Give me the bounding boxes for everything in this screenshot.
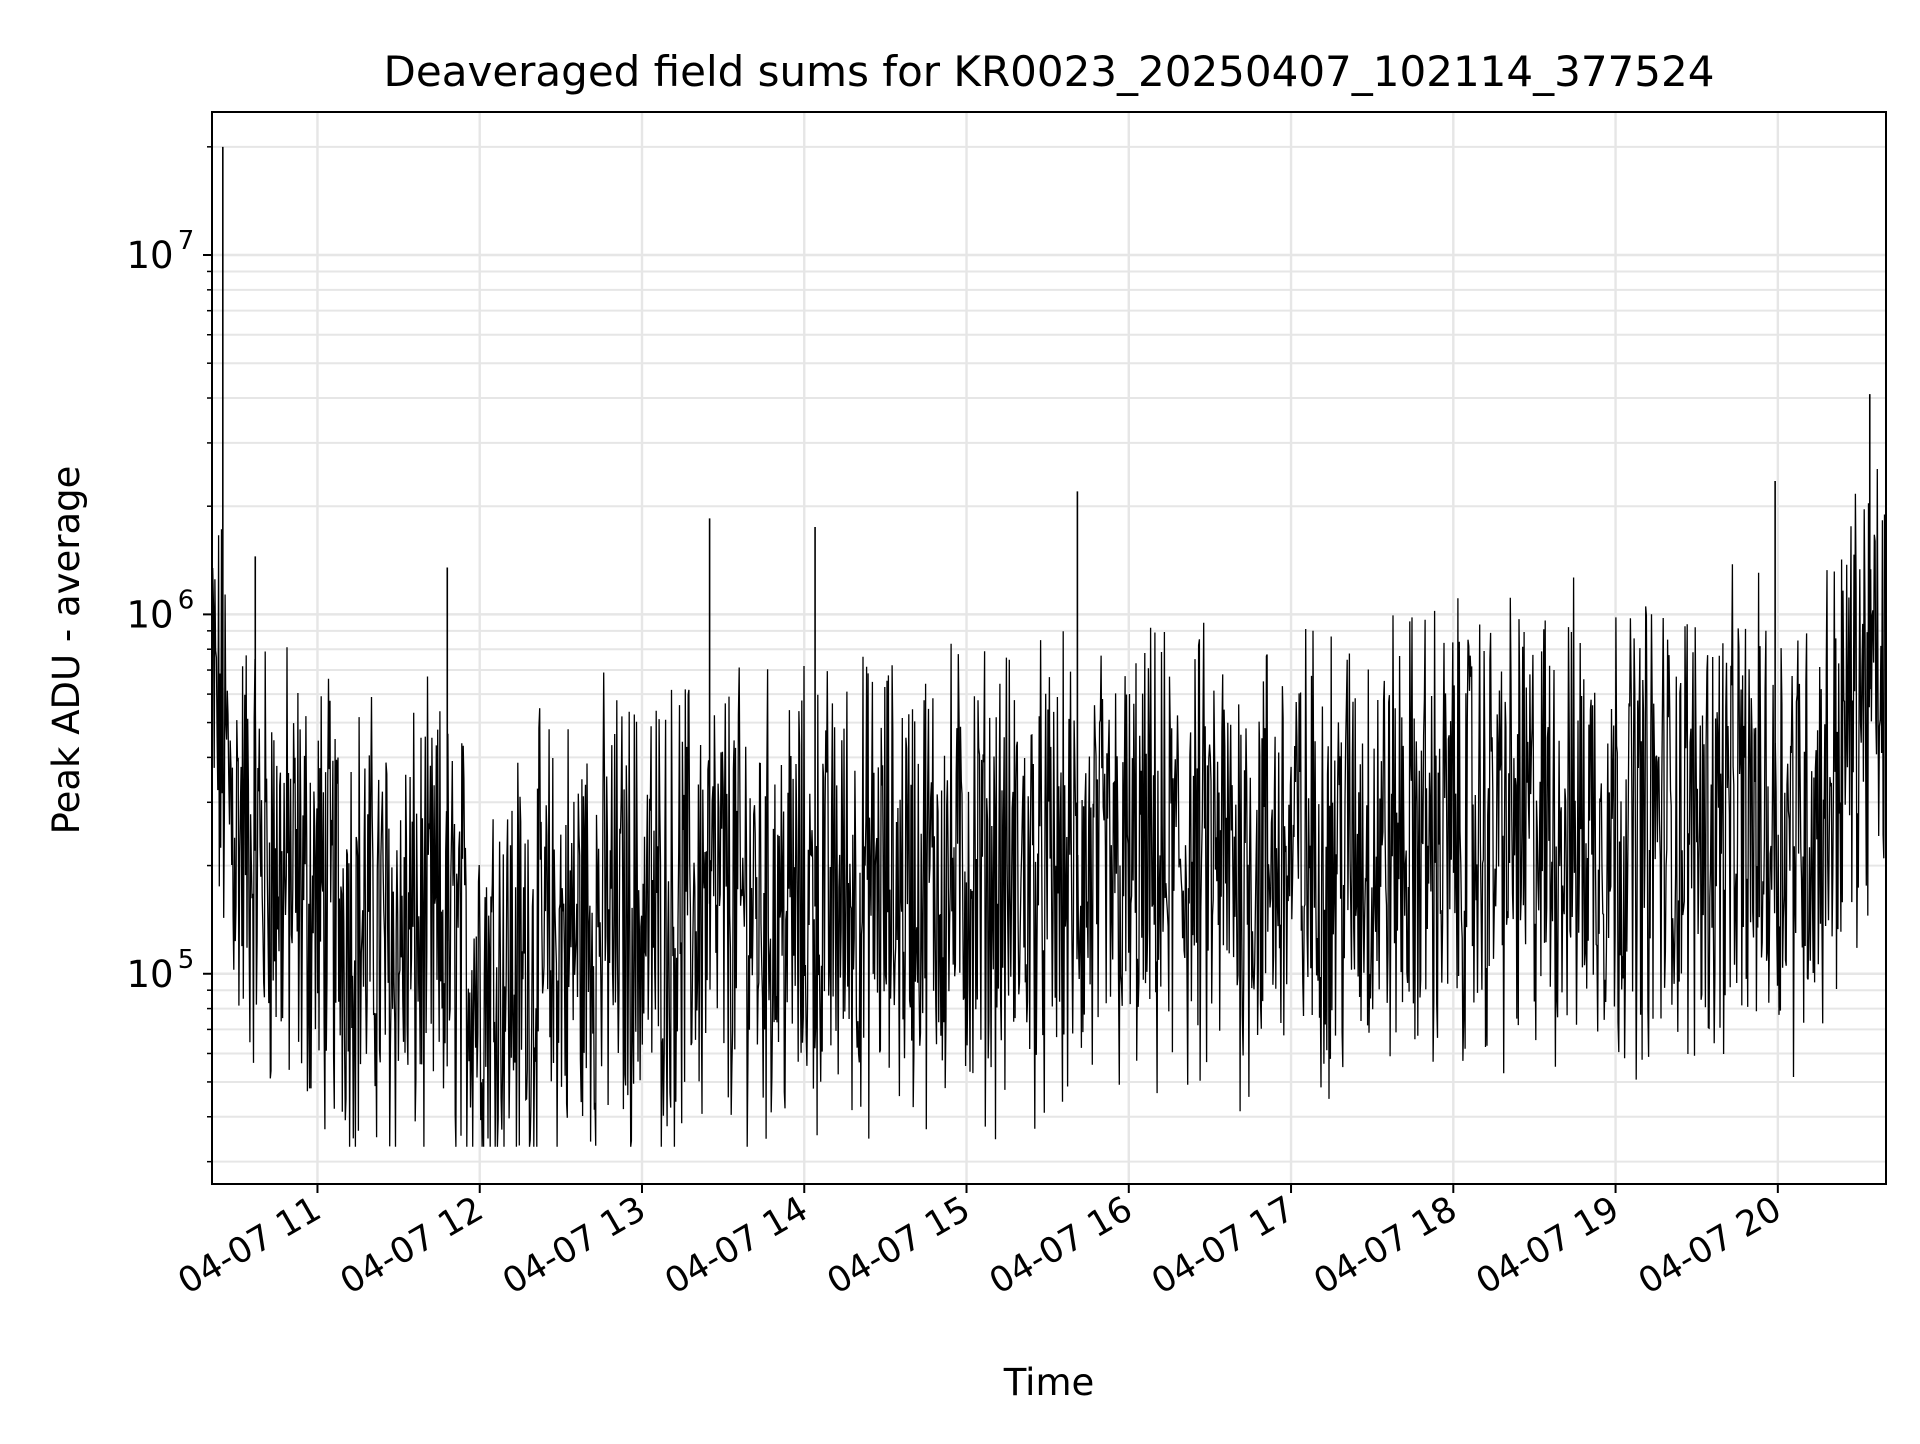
y-tick-label: 10 [126, 234, 173, 277]
y-axis-label: Peak ADU - average [45, 466, 88, 835]
y-tick-label: 10 [126, 593, 173, 636]
chart-title: Deaveraged field sums for KR0023_2025040… [384, 47, 1715, 96]
y-tick-label: 10 [126, 953, 173, 996]
data-layer [212, 146, 1886, 1147]
series-line [212, 468, 1886, 1147]
y-tick-label-exponent: 6 [178, 585, 195, 615]
y-tick-label-exponent: 5 [178, 945, 195, 975]
y-tick-label-exponent: 7 [178, 226, 195, 256]
x-axis-label: Time [1003, 1361, 1095, 1404]
plot-frame [211, 111, 1887, 1185]
